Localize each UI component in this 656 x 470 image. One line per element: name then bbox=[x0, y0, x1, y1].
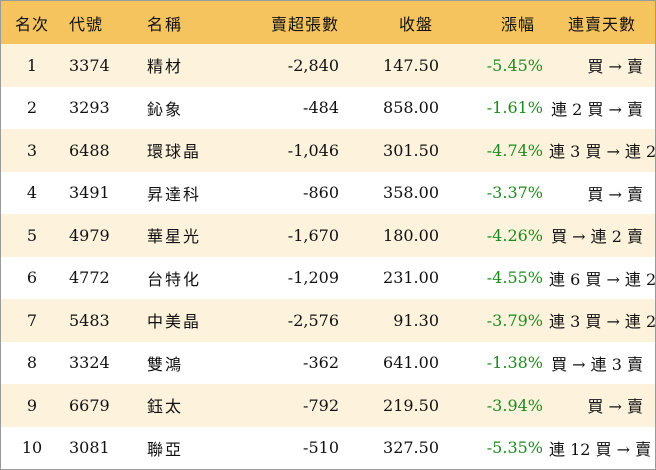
cell-change: -1.38% bbox=[486, 353, 543, 373]
cell-code: 3491 bbox=[69, 183, 110, 203]
cell-streak: 買 → 賣 bbox=[587, 397, 643, 417]
table-row: 7 5483 中美晶 -2,576 91.30 -3.79% 連 3 買 → 連… bbox=[1, 299, 656, 342]
header-close: 收盤 bbox=[398, 14, 433, 34]
cell-streak: 買 → 連 3 賣 bbox=[551, 354, 643, 374]
cell-rank: 9 bbox=[26, 395, 38, 415]
cell-name: 鈊象 bbox=[147, 99, 184, 119]
table-row: 10 3081 聯亞 -510 327.50 -5.35% 連 12 買 → 賣 bbox=[1, 426, 655, 469]
cell-code: 4979 bbox=[69, 225, 110, 245]
cell-change: -5.45% bbox=[486, 55, 543, 75]
cell-net-sell: -1,046 bbox=[287, 140, 339, 160]
cell-close: 219.50 bbox=[383, 395, 439, 415]
cell-name: 台特化 bbox=[147, 269, 202, 289]
table-row: 8 3324 雙鴻 -362 641.00 -1.38% 買 → 連 3 賣 bbox=[1, 341, 655, 384]
cell-code: 3081 bbox=[69, 438, 110, 458]
cell-close: 358.00 bbox=[383, 183, 439, 203]
cell-change: -1.61% bbox=[486, 98, 543, 118]
cell-name: 昇達科 bbox=[147, 184, 202, 204]
header-net-sell: 賣超張數 bbox=[270, 14, 339, 34]
cell-name: 雙鴻 bbox=[147, 354, 184, 374]
cell-rank: 7 bbox=[26, 310, 38, 330]
cell-code: 4772 bbox=[69, 268, 110, 288]
cell-net-sell: -1,209 bbox=[287, 268, 339, 288]
cell-net-sell: -792 bbox=[303, 395, 339, 415]
cell-net-sell: -362 bbox=[303, 353, 339, 373]
cell-close: 231.00 bbox=[383, 268, 439, 288]
cell-streak: 連 12 買 → 賣 bbox=[549, 439, 652, 459]
table-body: 1 3374 精材 -2,840 147.50 -5.45% 買 → 賣 2 3… bbox=[1, 44, 656, 469]
cell-net-sell: -860 bbox=[303, 183, 339, 203]
cell-name: 精材 bbox=[147, 57, 184, 77]
cell-rank: 2 bbox=[26, 98, 38, 118]
cell-streak: 連 3 買 → 連 2 賣 bbox=[549, 312, 656, 332]
cell-rank: 5 bbox=[26, 225, 38, 245]
cell-change: -4.55% bbox=[486, 268, 543, 288]
cell-rank: 4 bbox=[26, 183, 38, 203]
cell-change: -4.26% bbox=[486, 225, 543, 245]
cell-change: -3.79% bbox=[486, 310, 543, 330]
cell-name: 聯亞 bbox=[147, 439, 184, 459]
cell-code: 6488 bbox=[69, 140, 110, 160]
cell-net-sell: -1,670 bbox=[287, 225, 339, 245]
cell-streak: 買 → 賣 bbox=[587, 57, 643, 77]
table-row: 9 6679 鈺太 -792 219.50 -3.94% 買 → 賣 bbox=[1, 384, 655, 427]
cell-close: 858.00 bbox=[383, 98, 439, 118]
cell-rank: 6 bbox=[26, 268, 38, 288]
cell-streak: 連 6 買 → 連 2 賣 bbox=[549, 269, 656, 289]
cell-rank: 1 bbox=[26, 55, 38, 75]
cell-close: 327.50 bbox=[383, 438, 439, 458]
cell-code: 5483 bbox=[69, 310, 110, 330]
cell-name: 環球晶 bbox=[147, 142, 202, 162]
cell-streak: 買 → 賣 bbox=[587, 184, 643, 204]
cell-net-sell: -2,576 bbox=[287, 310, 339, 330]
header-change: 漲幅 bbox=[500, 14, 535, 34]
cell-name: 鈺太 bbox=[147, 397, 184, 417]
header-streak: 連賣天數 bbox=[567, 14, 636, 34]
cell-close: 641.00 bbox=[383, 353, 439, 373]
cell-close: 147.50 bbox=[383, 55, 439, 75]
cell-net-sell: -510 bbox=[303, 438, 339, 458]
header-name: 名稱 bbox=[147, 14, 184, 34]
cell-net-sell: -2,840 bbox=[287, 55, 339, 75]
cell-change: -5.35% bbox=[486, 438, 543, 458]
cell-rank: 10 bbox=[21, 438, 43, 458]
cell-code: 3293 bbox=[69, 98, 110, 118]
cell-streak: 連 2 買 → 賣 bbox=[551, 99, 643, 119]
table-row: 3 6488 環球晶 -1,046 301.50 -4.74% 連 3 買 → … bbox=[1, 129, 656, 172]
cell-close: 91.30 bbox=[393, 310, 439, 330]
cell-net-sell: -484 bbox=[303, 98, 339, 118]
cell-code: 3374 bbox=[69, 55, 110, 75]
table-row: 5 4979 華星光 -1,670 180.00 -4.26% 買 → 連 2 … bbox=[1, 214, 655, 257]
cell-name: 華星光 bbox=[147, 227, 202, 247]
cell-streak: 連 3 買 → 連 2 賣 bbox=[549, 142, 656, 162]
cell-close: 180.00 bbox=[383, 225, 439, 245]
cell-rank: 3 bbox=[26, 140, 38, 160]
header-row: 名次 代號 名稱 賣超張數 收盤 漲幅 連賣天數 bbox=[1, 1, 655, 44]
cell-streak: 買 → 連 2 賣 bbox=[551, 227, 643, 247]
cell-change: -4.74% bbox=[486, 140, 543, 160]
header-rank: 名次 bbox=[14, 14, 49, 34]
cell-code: 3324 bbox=[69, 353, 110, 373]
cell-code: 6679 bbox=[69, 395, 110, 415]
cell-change: -3.37% bbox=[486, 183, 543, 203]
table-header: 名次 代號 名稱 賣超張數 收盤 漲幅 連賣天數 bbox=[1, 1, 655, 44]
cell-name: 中美晶 bbox=[147, 312, 202, 332]
cell-change: -3.94% bbox=[486, 395, 543, 415]
table-row: 2 3293 鈊象 -484 858.00 -1.61% 連 2 買 → 賣 bbox=[1, 86, 655, 129]
table-row: 1 3374 精材 -2,840 147.50 -5.45% 買 → 賣 bbox=[1, 44, 655, 87]
cell-close: 301.50 bbox=[383, 140, 439, 160]
table-row: 4 3491 昇達科 -860 358.00 -3.37% 買 → 賣 bbox=[1, 171, 655, 214]
table-row: 6 4772 台特化 -1,209 231.00 -4.55% 連 6 買 → … bbox=[1, 256, 656, 299]
header-code: 代號 bbox=[69, 14, 104, 34]
cell-rank: 8 bbox=[26, 353, 38, 373]
